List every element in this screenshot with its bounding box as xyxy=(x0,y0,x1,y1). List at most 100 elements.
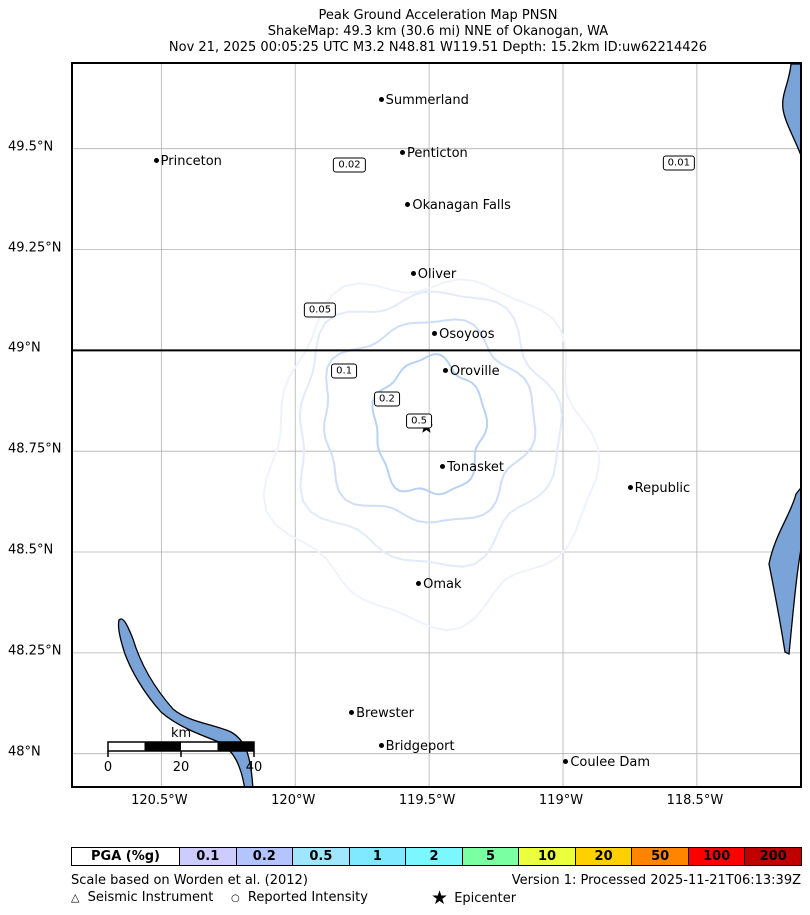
contour-label: 0.05 xyxy=(303,302,337,318)
legend-bin: 200 xyxy=(744,848,802,865)
scale-bar-tick-0: 0 xyxy=(103,760,113,775)
city-label: Bridgeport xyxy=(385,738,455,754)
city-dot-icon xyxy=(627,484,633,490)
version-text: Version 1: Processed 2025-11-21T06:13:39… xyxy=(511,873,801,888)
y-tick-label: 48°N xyxy=(8,744,41,760)
city-label: Coulee Dam xyxy=(570,754,651,770)
contour-0-05 xyxy=(298,290,563,568)
city-coulee-dam[interactable]: Coulee Dam xyxy=(563,754,651,770)
city-dot-icon xyxy=(432,331,438,337)
star-icon: ★ xyxy=(431,887,449,909)
city-omak[interactable]: Omak xyxy=(416,578,461,592)
x-tick-label: 119°W xyxy=(538,793,584,808)
city-dot-icon xyxy=(378,742,384,748)
city-dot-icon xyxy=(442,367,448,373)
city-dot-icon xyxy=(153,157,159,163)
legend-bin: 2 xyxy=(405,848,462,865)
y-tick-label: 49.5°N xyxy=(8,139,54,155)
city-tonasket[interactable]: Tonasket xyxy=(440,461,504,475)
city-dot-icon xyxy=(400,149,406,155)
city-oliver[interactable]: Oliver xyxy=(410,266,457,282)
map-area[interactable]: km 0 20 40 xyxy=(71,62,802,788)
contour-0-2 xyxy=(371,353,489,496)
city-label: Summerland xyxy=(385,93,469,109)
city-dot-icon xyxy=(349,710,355,716)
y-tick-label: 49°N xyxy=(8,340,41,356)
city-label: Tonasket xyxy=(447,460,505,476)
legend-bin: 0.2 xyxy=(235,848,293,865)
legend-bin: 1 xyxy=(348,848,406,865)
event-details: Nov 21, 2025 00:05:25 UTC M3.2 N48.81 W1… xyxy=(168,40,708,55)
water-bodies xyxy=(117,64,800,786)
city-dot-icon xyxy=(405,202,411,208)
city-label: Republic xyxy=(634,480,691,496)
x-tick-label: 120°W xyxy=(271,793,316,808)
y-tick-label: 48.5°N xyxy=(8,542,54,558)
city-penticton[interactable]: Penticton xyxy=(400,145,468,161)
contour-label: 0.01 xyxy=(662,155,695,171)
legend-reported-label: Reported Intensity xyxy=(247,890,368,905)
city-label: Penticton xyxy=(407,145,468,161)
scale-bar-unit: km xyxy=(171,726,192,741)
legend-reported: ○ Reported Intensity xyxy=(231,890,368,905)
legend-bin: 10 xyxy=(518,848,575,865)
legend-header: PGA (%g) xyxy=(72,848,179,865)
scale-bar-tick-20: 20 xyxy=(172,760,190,775)
legend-bin: 5 xyxy=(461,848,519,865)
map-title: Peak Ground Acceleration Map PNSN xyxy=(318,8,558,23)
city-label: Osoyoos xyxy=(439,327,495,343)
map-canvas xyxy=(73,64,800,786)
graticule xyxy=(73,64,800,786)
y-tick-label: 48.25°N xyxy=(8,643,62,659)
river-southwest xyxy=(117,618,254,786)
river-east-lower xyxy=(768,487,800,656)
legend-instrument: △ Seismic Instrument xyxy=(71,890,213,905)
city-dot-icon xyxy=(563,758,569,764)
pga-legend: PGA (%g) 0.1 0.2 0.5 1 2 5 10 20 50 100 200 xyxy=(71,847,802,866)
city-label: Oroville xyxy=(449,363,500,379)
scale-note: Scale based on Worden et al. (2012) xyxy=(71,873,308,888)
city-label: Brewster xyxy=(356,706,414,722)
legend-bin: 0.1 xyxy=(179,848,236,865)
city-label: Oliver xyxy=(417,266,457,282)
city-republic[interactable]: Republic xyxy=(627,480,691,496)
contour-label: 0.2 xyxy=(374,391,400,407)
river-east-upper xyxy=(782,64,800,155)
circle-icon: ○ xyxy=(231,893,240,904)
contour-label: 0.1 xyxy=(331,363,358,379)
legend-bin: 0.5 xyxy=(292,848,349,865)
city-label: Omak xyxy=(423,577,462,593)
triangle-icon: △ xyxy=(71,891,80,904)
x-tick-label: 118.5°W xyxy=(666,793,724,808)
x-tick-label: 119.5°W xyxy=(398,793,456,808)
city-dot-icon xyxy=(440,464,446,470)
contour-0-02 xyxy=(262,278,601,632)
city-summerland[interactable]: Summerland xyxy=(378,93,469,109)
contour-label: 0.5 xyxy=(406,413,433,429)
contour-0-1 xyxy=(322,318,537,524)
legend-epicenter: ★ Epicenter xyxy=(431,887,516,909)
x-tick-label: 120.5°W xyxy=(131,793,188,808)
y-tick-label: 49.25°N xyxy=(8,240,62,256)
map-subtitle: ShakeMap: 49.3 km (30.6 mi) NNE of Okano… xyxy=(267,24,609,39)
city-bridgeport[interactable]: Bridgeport xyxy=(378,738,455,754)
city-oroville[interactable]: Oroville xyxy=(442,363,500,379)
legend-bin: 50 xyxy=(631,848,688,865)
y-tick-label: 48.75°N xyxy=(8,441,62,457)
scale-bar-tick-40: 40 xyxy=(245,760,263,775)
city-dot-icon xyxy=(378,97,384,103)
city-label: Princeton xyxy=(160,153,222,169)
pga-contours xyxy=(262,278,601,632)
legend-epicenter-label: Epicenter xyxy=(454,891,517,906)
legend-instrument-label: Seismic Instrument xyxy=(87,890,214,905)
city-osoyoos[interactable]: Osoyoos xyxy=(432,327,495,343)
city-princeton[interactable]: Princeton xyxy=(153,153,222,169)
contour-label: 0.02 xyxy=(333,157,366,173)
legend-bin: 100 xyxy=(687,848,745,865)
legend-bin: 20 xyxy=(574,848,632,865)
city-dot-icon xyxy=(410,270,416,276)
city-okanagan-falls[interactable]: Okanagan Falls xyxy=(405,199,511,213)
city-brewster[interactable]: Brewster xyxy=(349,707,414,721)
scale-bar-graphic xyxy=(107,741,255,757)
city-dot-icon xyxy=(416,581,422,587)
